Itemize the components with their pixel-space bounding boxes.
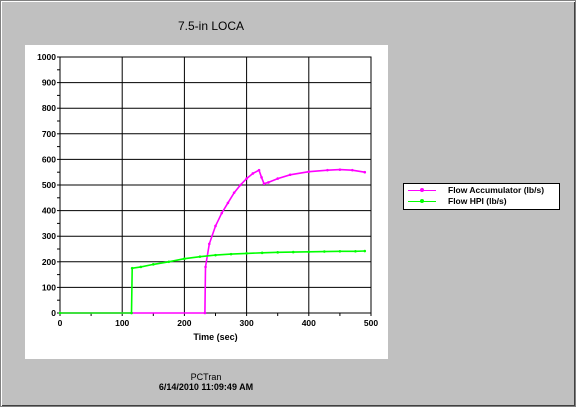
data-point-accumulator: [338, 168, 342, 171]
data-point-hpi: [229, 252, 233, 256]
data-point-hpi: [276, 251, 279, 254]
data-point-hpi: [198, 255, 202, 258]
legend-marker-accumulator: [420, 188, 424, 192]
data-point-hpi: [152, 263, 155, 266]
data-point-hpi: [139, 265, 143, 269]
chart-plot: 0 100 200 300 400 500 600 700 800 900 1000 0 100 200 3…: [37, 52, 378, 342]
y-tick-label: 100: [42, 282, 56, 292]
data-point-accumulator: [226, 201, 230, 205]
y-tick-label: 500: [42, 180, 56, 190]
x-tick-label: 0: [58, 318, 63, 328]
x-tick-label: 200: [177, 318, 191, 328]
data-point-accumulator: [251, 172, 255, 175]
data-point-accumulator: [232, 191, 236, 194]
legend-label-accumulator: Flow Accumulator (lb/s): [448, 185, 545, 195]
data-point-hpi: [214, 253, 217, 257]
legend-label-hpi: Flow HPI (lb/s): [448, 196, 507, 206]
data-point-accumulator: [326, 168, 329, 172]
y-tick-label: 300: [42, 231, 56, 241]
y-tick-label: 700: [42, 129, 56, 139]
data-point-accumulator: [351, 168, 354, 172]
series-line-hpi: [60, 250, 365, 314]
data-point-accumulator: [267, 181, 270, 184]
data-point-accumulator: [260, 176, 263, 179]
data-point-hpi: [245, 252, 248, 255]
x-tick-label: 400: [302, 318, 316, 328]
data-point-hpi: [167, 260, 171, 264]
data-point-hpi: [323, 250, 326, 253]
data-point-hpi: [354, 250, 357, 253]
data-point-hpi: [130, 311, 133, 315]
series-line-accumulator: [60, 168, 365, 314]
data-point-accumulator: [288, 173, 292, 177]
legend-item-hpi: Flow HPI (lb/s): [404, 196, 559, 208]
y-tick-label: 200: [42, 257, 56, 267]
y-tick-label: 400: [42, 206, 56, 216]
data-point-accumulator: [207, 242, 211, 246]
legend: Flow Accumulator (lb/s) Flow HPI (lb/s): [403, 183, 560, 210]
legend-item-accumulator: Flow Accumulator (lb/s): [404, 185, 559, 197]
data-point-accumulator: [276, 177, 279, 180]
data-point-accumulator: [262, 182, 266, 186]
x-tick-label: 300: [240, 318, 254, 328]
data-point-accumulator: [204, 265, 207, 269]
data-point-accumulator: [239, 183, 242, 187]
data-point-hpi: [291, 250, 295, 254]
chart-title: 7.5-in LOCA: [177, 19, 245, 33]
plot-border: [59, 56, 372, 314]
y-tick-label: 1000: [37, 52, 56, 62]
data-point-hpi: [307, 250, 311, 254]
data-point-hpi: [183, 257, 186, 261]
data-point-accumulator: [220, 211, 224, 215]
x-tick-label: 100: [115, 318, 129, 328]
footer-app-name: PCTran: [190, 372, 222, 382]
y-tick-label: 800: [42, 103, 56, 113]
data-point-accumulator: [257, 168, 261, 172]
legend-marker-hpi: [420, 199, 424, 203]
x-tick-label: 500: [364, 318, 378, 328]
y-tick-label: 900: [42, 78, 56, 88]
y-tick-label: 0: [51, 308, 56, 318]
data-point-accumulator: [203, 311, 207, 315]
footer-timestamp: 6/14/2010 11:09:49 AM: [158, 382, 254, 392]
data-point-accumulator: [245, 177, 248, 180]
data-point-hpi: [260, 251, 264, 255]
data-point-accumulator: [307, 170, 311, 173]
data-point-hpi: [338, 250, 342, 253]
data-point-hpi: [58, 311, 62, 315]
data-point-hpi: [363, 249, 367, 253]
data-point-accumulator: [214, 224, 217, 228]
data-point-hpi: [130, 266, 134, 270]
plot-panel: 0 100 200 300 400 500 600 700 800 900 1000 0 100 200 3…: [25, 45, 388, 359]
y-tick-label: 600: [42, 154, 56, 164]
x-axis-label: Time (sec): [193, 332, 237, 342]
data-point-accumulator: [363, 170, 367, 174]
